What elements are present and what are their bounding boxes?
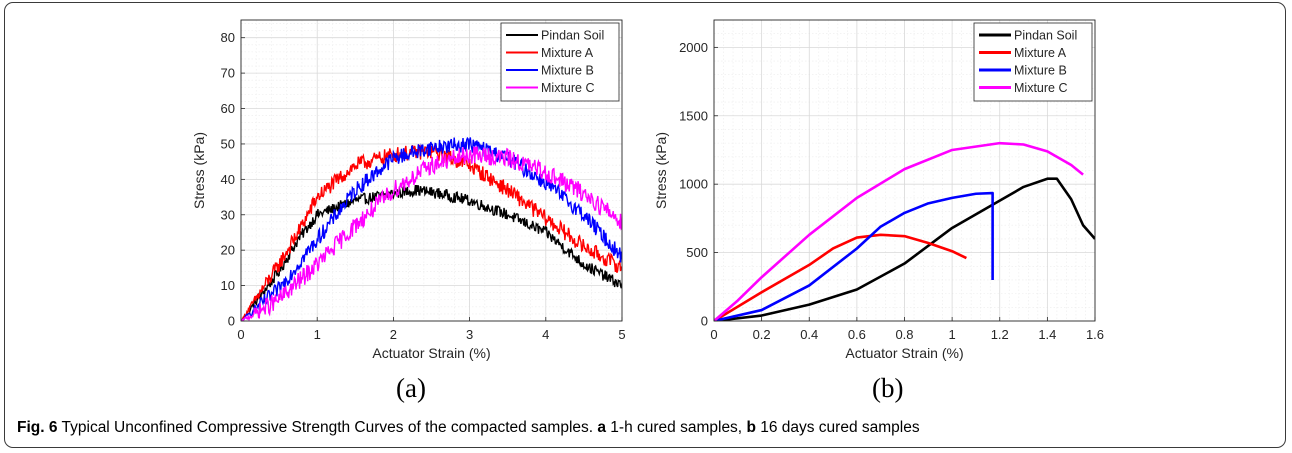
x-axis-label: Actuator Strain (%) — [372, 345, 490, 361]
y-tick-label: 0 — [228, 314, 235, 329]
x-tick-label: 0 — [237, 327, 244, 342]
y-tick-label: 10 — [221, 278, 235, 293]
x-tick-label: 1.6 — [1086, 327, 1104, 342]
y-tick-label: 1500 — [679, 108, 708, 123]
series-line-mixture-c — [714, 141, 1084, 321]
y-tick-label: 2000 — [679, 40, 708, 55]
caption-part-b-label: b — [746, 419, 756, 436]
legend: Pindan Soil Mixture A Mixture B Mixture C — [500, 22, 620, 102]
y-tick-label: 50 — [221, 136, 235, 151]
y-tick-label: 30 — [221, 207, 235, 222]
axes-box — [713, 19, 1096, 322]
series-line-pindan-soil — [714, 177, 1095, 321]
x-tick-label: 3 — [466, 327, 473, 342]
x-tick-label: 4 — [542, 327, 549, 342]
y-tick-label: 80 — [221, 30, 235, 45]
y-tick-label: 500 — [686, 245, 708, 260]
legend-label: Mixture B — [541, 64, 594, 78]
y-tick-label: 60 — [221, 101, 235, 116]
series-line-pindan-soil — [241, 183, 622, 321]
y-axis-label: Stress (kPa) — [191, 132, 207, 209]
legend-label: Mixture A — [1014, 46, 1067, 60]
y-tick-label: 20 — [221, 243, 235, 258]
y-tick-label: 1000 — [679, 177, 708, 192]
legend: Pindan Soil Mixture A Mixture B Mixture C — [973, 22, 1093, 102]
figure-frame — [4, 2, 1286, 448]
series-line-mixture-a — [241, 143, 622, 321]
panel-label-b: (b) — [872, 373, 904, 403]
chart-panel-b: 0 0.2 0.4 0.6 0.8 1 1.2 1.4 1.6 0 500 1000 1500 2000 A… — [653, 19, 1104, 361]
y-tick-label: 40 — [221, 172, 235, 187]
x-tick-label: 1 — [949, 327, 956, 342]
legend-label: Mixture B — [1014, 64, 1067, 78]
y-axis-label: Stress (kPa) — [653, 132, 669, 209]
x-tick-label: 0.6 — [848, 327, 866, 342]
series-line-mixture-b — [241, 136, 622, 321]
series-line-mixture-c — [241, 146, 622, 321]
caption-part-b-text: 16 days cured samples — [755, 419, 920, 436]
axes-box — [240, 19, 623, 322]
series-line-mixture-b — [714, 191, 994, 321]
x-tick-label: 2 — [390, 327, 397, 342]
legend-label: Pindan Soil — [541, 29, 604, 43]
x-axis-label: Actuator Strain (%) — [845, 345, 963, 361]
caption-text: Typical Unconfined Compressive Strength … — [57, 419, 598, 436]
x-tick-label: 1 — [314, 327, 321, 342]
legend-label: Mixture C — [541, 81, 594, 95]
x-tick-label: 0 — [710, 327, 717, 342]
y-tick-label: 70 — [221, 66, 235, 81]
legend-label: Mixture A — [541, 46, 594, 60]
legend-label: Pindan Soil — [1014, 29, 1077, 43]
x-tick-label: 0.2 — [753, 327, 771, 342]
legend-label: Mixture C — [1014, 81, 1067, 95]
figure-caption: Fig. 6 Typical Unconfined Compressive St… — [17, 419, 920, 437]
panel-label-a: (a) — [396, 373, 426, 403]
x-tick-label: 0.8 — [895, 327, 913, 342]
x-tick-label: 5 — [618, 327, 625, 342]
x-tick-label: 1.4 — [1038, 327, 1056, 342]
caption-part-a-label: a — [597, 419, 606, 436]
caption-figure-label: Fig. 6 — [17, 419, 58, 436]
y-tick-label: 0 — [701, 314, 708, 329]
x-tick-label: 1.2 — [991, 327, 1009, 342]
caption-part-a-text: 1-h cured samples, — [606, 419, 747, 436]
x-tick-label: 0.4 — [800, 327, 818, 342]
